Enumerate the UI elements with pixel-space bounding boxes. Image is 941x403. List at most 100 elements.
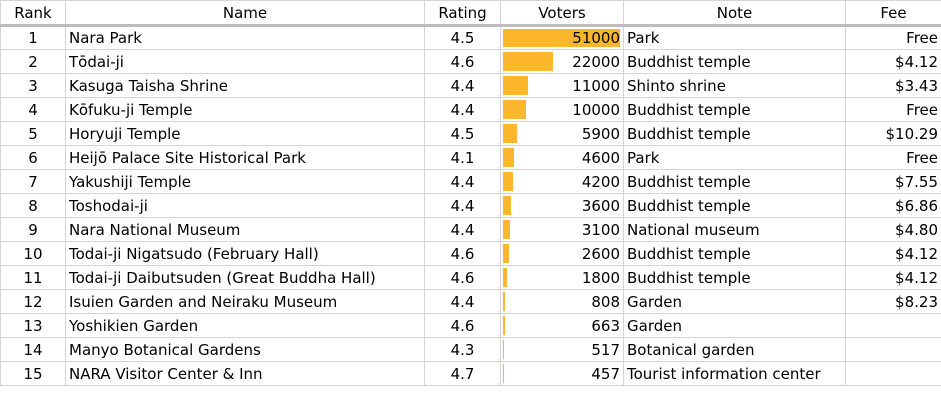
table-row[interactable]: 12 Isuien Garden and Neiraku Museum 4.4 808… <box>0 289 941 314</box>
rating-cell: 4.6 <box>424 49 501 74</box>
fee-cell: $4.12 <box>845 241 941 266</box>
rating-cell: 4.7 <box>424 361 501 386</box>
voters-value: 3600 <box>581 196 620 215</box>
voters-data-bar <box>503 148 514 167</box>
header-row: Rank Name Rating Voters Note Fee <box>0 0 941 26</box>
rank-cell: 12 <box>0 289 66 314</box>
fee-cell: $3.43 <box>845 73 941 98</box>
rank-cell: 9 <box>0 217 66 242</box>
table-row[interactable]: 10 Todai-ji Nigatsudo (February Hall) 4.6 2… <box>0 241 941 266</box>
voters-value: 4200 <box>581 172 620 191</box>
name-cell: NARA Visitor Center & Inn <box>65 361 425 386</box>
voters-cell: 808 <box>500 289 624 314</box>
column-header-voters[interactable]: Voters <box>500 0 624 26</box>
voters-value: 663 <box>591 316 620 335</box>
note-cell: Shinto shrine <box>623 73 846 98</box>
rank-cell: 10 <box>0 241 66 266</box>
fee-cell: $10.29 <box>845 121 941 146</box>
note-cell: Buddhist temple <box>623 265 846 290</box>
table-row[interactable]: 5 Horyuji Temple 4.5 5900 Buddhist temple $10… <box>0 121 941 146</box>
note-cell: Park <box>623 145 846 170</box>
column-header-note[interactable]: Note <box>623 0 846 26</box>
name-cell: Nara National Museum <box>65 217 425 242</box>
column-header-fee[interactable]: Fee <box>845 0 941 26</box>
voters-data-bar <box>503 364 504 383</box>
rating-cell: 4.6 <box>424 313 501 338</box>
rank-cell: 6 <box>0 145 66 170</box>
fee-cell: Free <box>845 97 941 122</box>
table-row[interactable]: 1 Nara Park 4.5 51000 Park Free <box>0 25 941 50</box>
table-row[interactable]: 7 Yakushiji Temple 4.4 4200 Buddhist temple $… <box>0 169 941 194</box>
voters-value: 2600 <box>581 244 620 263</box>
voters-cell: 3100 <box>500 217 624 242</box>
table-row[interactable]: 2 Tōdai-ji 4.6 22000 Buddhist temple $4.12 <box>0 49 941 74</box>
voters-data-bar <box>503 340 504 359</box>
name-cell: Heijō Palace Site Historical Park <box>65 145 425 170</box>
voters-value: 3100 <box>581 220 620 239</box>
fee-cell <box>845 361 941 386</box>
attractions-table: Rank Name Rating Voters Note Fee 1 Nara P… <box>0 0 941 386</box>
table-row[interactable]: 8 Toshodai-ji 4.4 3600 Buddhist temple $6.86 <box>0 193 941 218</box>
voters-cell: 10000 <box>500 97 624 122</box>
column-header-rating[interactable]: Rating <box>424 0 501 26</box>
name-cell: Yoshikien Garden <box>65 313 425 338</box>
voters-cell: 5900 <box>500 121 624 146</box>
name-cell: Todai-ji Nigatsudo (February Hall) <box>65 241 425 266</box>
table-row[interactable]: 15 NARA Visitor Center & Inn 4.7 457 Tourist… <box>0 361 941 386</box>
table-row[interactable]: 14 Manyo Botanical Gardens 4.3 517 Botanical… <box>0 337 941 362</box>
note-cell: Garden <box>623 313 846 338</box>
voters-data-bar <box>503 100 526 119</box>
column-header-name[interactable]: Name <box>65 0 425 26</box>
voters-cell: 3600 <box>500 193 624 218</box>
voters-data-bar <box>503 292 505 311</box>
rank-cell: 2 <box>0 49 66 74</box>
voters-value: 517 <box>591 340 620 359</box>
voters-value: 457 <box>591 364 620 383</box>
rating-cell: 4.4 <box>424 217 501 242</box>
table-row[interactable]: 9 Nara National Museum 4.4 3100 National mus… <box>0 217 941 242</box>
table-row[interactable]: 11 Todai-ji Daibutsuden (Great Buddha Hal… <box>0 265 941 290</box>
table-row[interactable]: 13 Yoshikien Garden 4.6 663 Garden <box>0 313 941 338</box>
voters-cell: 2600 <box>500 241 624 266</box>
rating-cell: 4.3 <box>424 337 501 362</box>
voters-value: 11000 <box>572 76 620 95</box>
fee-cell: $8.23 <box>845 289 941 314</box>
rating-cell: 4.6 <box>424 241 501 266</box>
rank-cell: 8 <box>0 193 66 218</box>
table-row[interactable]: 6 Heijō Palace Site Historical Park 4.1 460… <box>0 145 941 170</box>
name-cell: Toshodai-ji <box>65 193 425 218</box>
rating-cell: 4.4 <box>424 169 501 194</box>
name-cell: Kasuga Taisha Shrine <box>65 73 425 98</box>
rank-cell: 1 <box>0 25 66 50</box>
voters-data-bar <box>503 220 510 239</box>
note-cell: Buddhist temple <box>623 49 846 74</box>
fee-cell: $4.12 <box>845 265 941 290</box>
name-cell: Nara Park <box>65 25 425 50</box>
rating-cell: 4.4 <box>424 193 501 218</box>
table-body: 1 Nara Park 4.5 51000 Park Free 2 Tōdai-ji 4.6 22… <box>0 25 941 386</box>
fee-cell <box>845 313 941 338</box>
voters-value: 4600 <box>581 148 620 167</box>
fee-cell: Free <box>845 145 941 170</box>
note-cell: Garden <box>623 289 846 314</box>
table-row[interactable]: 3 Kasuga Taisha Shrine 4.4 11000 Shinto shri… <box>0 73 941 98</box>
note-cell: Buddhist temple <box>623 193 846 218</box>
note-cell: Buddhist temple <box>623 97 846 122</box>
voters-cell: 457 <box>500 361 624 386</box>
column-header-rank[interactable]: Rank <box>0 0 66 26</box>
rating-cell: 4.4 <box>424 289 501 314</box>
voters-data-bar <box>503 29 620 47</box>
voters-value: 808 <box>591 292 620 311</box>
voters-data-bar <box>503 124 517 143</box>
fee-cell: $7.55 <box>845 169 941 194</box>
rank-cell: 11 <box>0 265 66 290</box>
note-cell: Tourist information center <box>623 361 846 386</box>
voters-value: 51000 <box>572 29 620 47</box>
table-row[interactable]: 4 Kōfuku-ji Temple 4.4 10000 Buddhist temple… <box>0 97 941 122</box>
rating-cell: 4.5 <box>424 121 501 146</box>
rank-cell: 14 <box>0 337 66 362</box>
name-cell: Kōfuku-ji Temple <box>65 97 425 122</box>
note-cell: Botanical garden <box>623 337 846 362</box>
rating-cell: 4.1 <box>424 145 501 170</box>
note-cell: Buddhist temple <box>623 169 846 194</box>
